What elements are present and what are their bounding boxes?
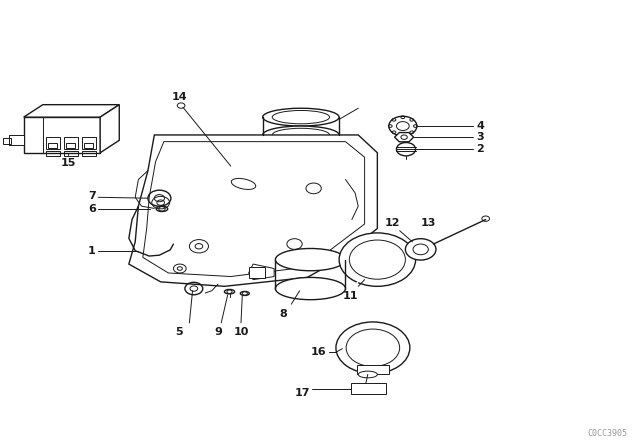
- Text: 6: 6: [88, 204, 96, 214]
- Bar: [48, 142, 58, 148]
- Bar: [46, 137, 60, 149]
- Bar: [248, 267, 264, 278]
- Ellipse shape: [275, 249, 346, 271]
- Bar: [66, 142, 76, 148]
- Ellipse shape: [262, 108, 339, 126]
- Polygon shape: [24, 105, 119, 117]
- Circle shape: [396, 142, 415, 156]
- Text: 11: 11: [343, 291, 358, 301]
- Text: 3: 3: [476, 132, 484, 142]
- Bar: [64, 137, 78, 149]
- Bar: [46, 151, 60, 156]
- Polygon shape: [248, 264, 274, 280]
- Ellipse shape: [275, 277, 346, 300]
- Bar: [82, 151, 96, 156]
- Text: 7: 7: [88, 191, 96, 202]
- Polygon shape: [394, 133, 413, 142]
- Text: 12: 12: [384, 219, 400, 228]
- Bar: [64, 151, 78, 156]
- Polygon shape: [9, 135, 24, 145]
- Text: 9: 9: [214, 327, 222, 337]
- Polygon shape: [143, 142, 365, 276]
- Polygon shape: [100, 105, 119, 153]
- Circle shape: [405, 239, 436, 260]
- Circle shape: [389, 116, 417, 136]
- Ellipse shape: [262, 126, 339, 144]
- Text: 1: 1: [88, 246, 96, 256]
- Polygon shape: [24, 117, 100, 153]
- Text: 16: 16: [311, 347, 326, 357]
- Text: 15: 15: [61, 158, 76, 168]
- Text: 4: 4: [476, 121, 484, 131]
- Ellipse shape: [358, 371, 378, 378]
- Bar: [3, 138, 11, 144]
- Text: 13: 13: [420, 219, 436, 228]
- Text: C0CC3905: C0CC3905: [587, 429, 627, 438]
- Bar: [351, 383, 386, 394]
- Circle shape: [339, 233, 415, 286]
- Text: 17: 17: [294, 388, 310, 398]
- Bar: [82, 137, 96, 149]
- Text: 10: 10: [234, 327, 249, 337]
- Text: 5: 5: [175, 327, 182, 337]
- Bar: [357, 365, 389, 375]
- Text: 14: 14: [172, 91, 188, 102]
- Circle shape: [336, 322, 410, 374]
- Polygon shape: [129, 135, 378, 286]
- Text: 2: 2: [476, 144, 484, 154]
- Bar: [84, 142, 93, 148]
- Text: 8: 8: [279, 309, 287, 319]
